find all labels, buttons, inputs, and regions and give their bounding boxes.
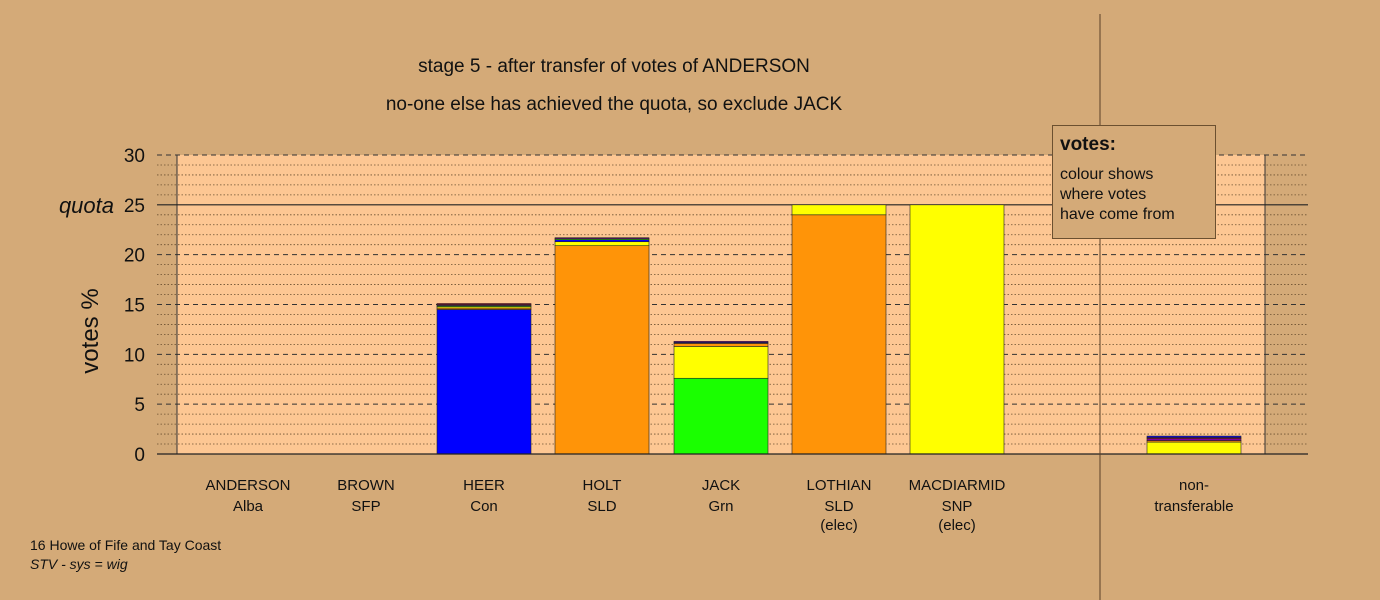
y-axis-label: votes % xyxy=(77,288,104,373)
category-party-label: Con xyxy=(470,498,498,515)
footer-system: STV - sys = wig xyxy=(30,556,128,572)
y-tick-label: 20 xyxy=(124,246,145,267)
category-name-label: HOLT xyxy=(583,477,622,494)
footer-constituency: 16 Howe of Fife and Tay Coast xyxy=(30,537,221,553)
y-tick-label: 15 xyxy=(124,296,145,317)
y-tick-label: 25 xyxy=(124,196,145,217)
category-note-label: (elec) xyxy=(820,517,858,534)
bar-segment xyxy=(1146,441,1242,455)
category-party-label: SNP xyxy=(942,498,973,515)
category-name-label: non- xyxy=(1179,477,1209,494)
category-name-label: LOTHIAN xyxy=(806,477,871,494)
bar-segment xyxy=(673,377,769,455)
y-tick-label: 0 xyxy=(134,445,145,466)
category-name-label: BROWN xyxy=(337,477,395,494)
bar-segment xyxy=(436,309,532,455)
bar-segment xyxy=(554,245,650,455)
bar-segment xyxy=(791,214,887,455)
category-party-label: Grn xyxy=(708,498,733,515)
y-tick-label: 10 xyxy=(124,345,145,366)
bar-segment xyxy=(673,346,769,379)
bar-segment xyxy=(436,303,532,305)
chart-title-line-1: stage 5 - after transfer of votes of AND… xyxy=(418,56,810,77)
category-party-label: SLD xyxy=(824,498,853,515)
legend: votes: colour shows where votes have com… xyxy=(1052,125,1216,239)
bar-segment xyxy=(791,204,887,216)
bar-segment xyxy=(554,237,650,240)
category-name-label: JACK xyxy=(702,477,740,494)
chart-title-line-2: no-one else has achieved the quota, so e… xyxy=(386,94,843,115)
bar-segment xyxy=(673,341,769,343)
quota-label: quota xyxy=(59,193,114,218)
bar-segment xyxy=(554,241,650,246)
category-note-label: (elec) xyxy=(938,517,976,534)
legend-line-3: have come from xyxy=(1060,206,1175,223)
bar-segment xyxy=(1146,435,1242,438)
y-tick-label: 5 xyxy=(134,395,145,416)
category-party-label: Alba xyxy=(233,498,264,515)
category-name-label: HEER xyxy=(463,477,505,494)
category-party-label: transferable xyxy=(1154,498,1233,515)
legend-line-2: where votes xyxy=(1060,186,1147,203)
category-name-label: MACDIARMID xyxy=(909,477,1006,494)
bar-segment xyxy=(909,204,1005,455)
category-party-label: SLD xyxy=(587,498,616,515)
category-party-label: SFP xyxy=(351,498,380,515)
bar-segment xyxy=(673,343,769,347)
category-name-label: ANDERSON xyxy=(205,477,290,494)
legend-title: votes: xyxy=(1060,134,1116,155)
legend-line-1: colour shows xyxy=(1060,166,1154,183)
y-tick-label: 30 xyxy=(124,146,145,167)
